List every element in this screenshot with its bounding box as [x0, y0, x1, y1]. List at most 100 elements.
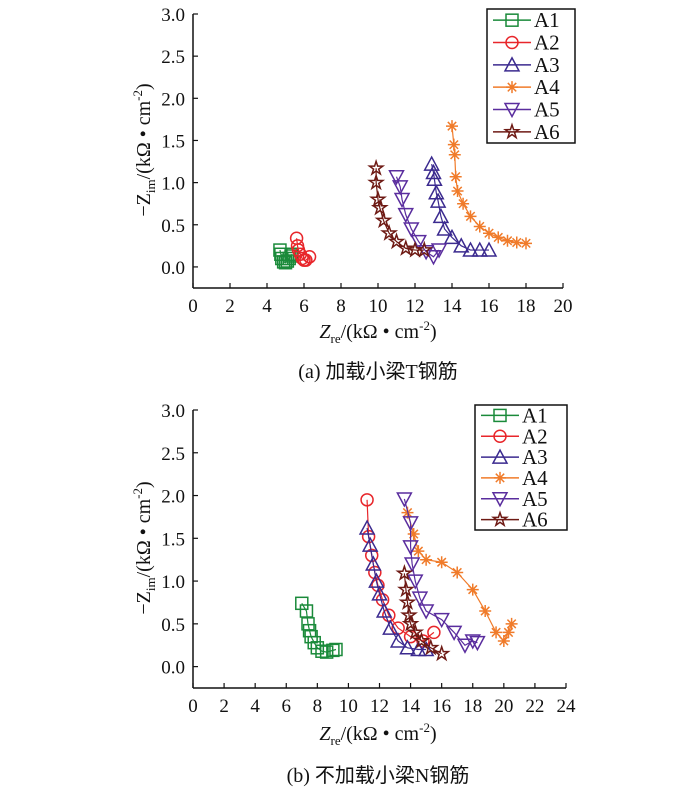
legend-label: A5: [522, 487, 548, 511]
x-tick-label: 24: [557, 696, 577, 717]
data-point: [417, 244, 435, 261]
series-A5: [388, 169, 448, 266]
series-A1: [295, 596, 343, 659]
data-point: [469, 635, 486, 652]
data-point: [462, 241, 479, 257]
legend-label: A2: [534, 31, 560, 55]
data-point: [307, 635, 321, 650]
data-point: [479, 605, 492, 618]
data-point: [301, 617, 315, 631]
x-tick-label: 2: [219, 696, 229, 717]
data-point: [399, 639, 416, 655]
data-point: [397, 580, 415, 598]
data-point: [400, 605, 418, 623]
data-point: [367, 173, 386, 191]
legend-marker: [493, 429, 507, 443]
data-point: [295, 596, 309, 611]
data-point: [471, 241, 489, 257]
data-point: [432, 644, 451, 662]
series-A6: [367, 158, 434, 258]
data-point: [497, 634, 510, 647]
y-tick-label: 1.0: [161, 572, 185, 593]
data-point: [382, 619, 399, 635]
data-point: [502, 626, 515, 639]
data-point: [358, 519, 376, 535]
data-point: [421, 638, 440, 656]
data-point: [396, 238, 415, 256]
data-point: [417, 640, 435, 657]
x-tick-label: 20: [554, 296, 573, 317]
legend-label: A1: [522, 403, 548, 427]
data-point: [510, 236, 523, 249]
chart-b-caption: (b) 不加载小梁N钢筋: [287, 764, 470, 787]
data-point: [396, 492, 413, 508]
y-tick-label: 0.5: [161, 615, 185, 636]
data-point: [452, 237, 470, 253]
x-tick-label: 4: [250, 696, 260, 717]
x-tick-label: 16: [480, 296, 499, 317]
y-tick-label: 0.5: [161, 216, 185, 237]
legend-marker: [491, 510, 509, 528]
x-tick-label: 18: [517, 296, 536, 317]
x-tick-label: 0: [188, 296, 198, 317]
data-point: [417, 604, 435, 620]
data-point: [492, 231, 505, 244]
data-point: [402, 540, 419, 556]
data-point: [406, 622, 425, 641]
data-point: [447, 138, 460, 151]
data-point: [451, 566, 464, 579]
data-point: [464, 634, 482, 650]
data-point: [483, 227, 495, 240]
data-point: [365, 555, 382, 571]
legend-label: A3: [534, 53, 560, 77]
x-tick-label: 12: [370, 696, 389, 717]
series-A4: [446, 120, 532, 250]
data-point: [505, 617, 518, 630]
x-tick-label: 8: [336, 296, 346, 317]
data-point: [370, 198, 389, 216]
y-tick-label: 1.0: [161, 174, 185, 195]
data-point: [299, 253, 313, 267]
data-point: [310, 641, 325, 655]
legend-label: A3: [522, 445, 548, 469]
legend-label: A4: [534, 75, 560, 99]
y-tick-label: 2.0: [161, 89, 185, 110]
data-point: [443, 228, 461, 245]
data-point: [371, 585, 388, 601]
y-tick-label: 3.0: [161, 5, 185, 26]
series-A3: [423, 155, 498, 257]
data-point: [406, 574, 424, 590]
data-point: [360, 493, 374, 507]
data-point: [389, 632, 407, 648]
data-point: [433, 612, 450, 629]
legend-label: A5: [534, 98, 560, 122]
legend-marker: [494, 471, 506, 484]
data-point: [427, 625, 441, 640]
legend-label: A2: [522, 424, 548, 448]
data-point: [451, 185, 464, 198]
legend-box: [474, 404, 568, 531]
x-tick-label: 0: [188, 696, 198, 717]
legend-marker: [503, 56, 521, 72]
data-point: [448, 148, 461, 161]
x-tick-label: 14: [443, 296, 463, 317]
series-A1: [273, 243, 299, 270]
chart-b-xlabel: Zre/(kΩ • cm-2): [319, 720, 436, 748]
data-point: [411, 591, 429, 607]
y-tick-label: 0.0: [161, 258, 185, 279]
legend-marker: [491, 492, 509, 508]
data-point: [388, 169, 405, 186]
data-point: [480, 241, 498, 257]
data-point: [456, 638, 474, 654]
chart-a-caption: (a) 加载小梁T钢筋: [298, 360, 457, 383]
x-tick-label: 22: [525, 696, 544, 717]
data-point: [393, 192, 411, 209]
svg-text:−Zim/(kΩ • cm-2): −Zim/(kΩ • cm-2): [130, 481, 158, 614]
x-tick-label: 20: [494, 696, 513, 717]
data-point: [403, 557, 421, 573]
y-tick-label: 2.5: [161, 444, 185, 465]
data-point: [415, 240, 434, 258]
series-line: [406, 512, 513, 642]
y-tick-label: 2.0: [161, 487, 185, 508]
